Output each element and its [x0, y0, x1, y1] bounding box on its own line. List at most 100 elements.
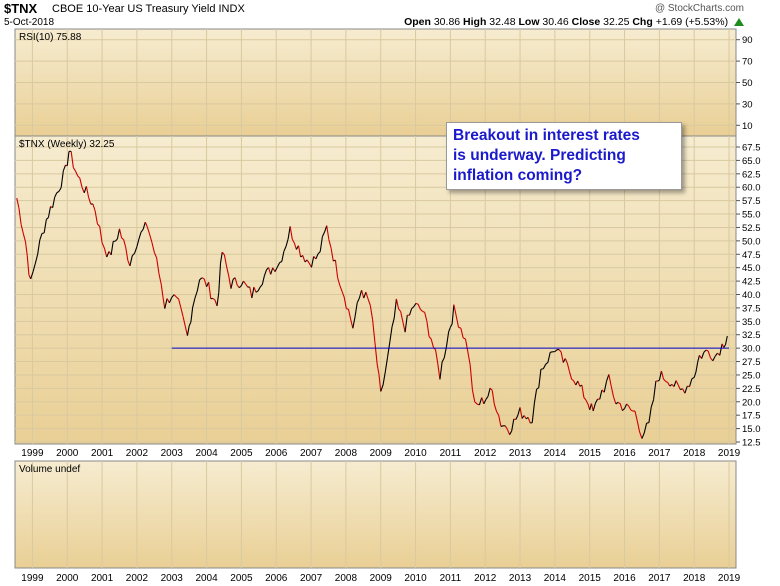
price-segment — [517, 407, 521, 416]
price-segment — [272, 267, 276, 272]
price-segment — [422, 310, 425, 313]
price-segment — [703, 349, 707, 353]
price-segment — [460, 327, 464, 339]
price-segment — [253, 286, 257, 293]
price-segment — [52, 197, 56, 208]
rsi-y-tick-label: 50 — [742, 78, 753, 89]
price-segment — [487, 387, 491, 397]
price-segment — [376, 364, 380, 375]
price-segment — [504, 425, 508, 430]
price-segment — [630, 409, 634, 412]
copyright-label: @ StockCharts.com — [654, 3, 744, 14]
price-segment — [511, 418, 515, 432]
x-tick-label: 2003 — [161, 573, 184, 584]
price-segment — [16, 197, 20, 209]
price-segment — [268, 267, 272, 275]
price-segment — [281, 251, 285, 262]
price-segment — [606, 374, 610, 382]
price-segment — [725, 335, 728, 345]
x-tick-label: 1999 — [21, 573, 44, 584]
price-segment — [194, 290, 198, 299]
x-tick-label: 2012 — [474, 573, 497, 584]
x-tick-label: 2009 — [370, 448, 393, 459]
volume-legend: Volume undef — [19, 464, 80, 475]
price-y-tick-label: 30.0 — [742, 344, 761, 355]
price-segment — [168, 297, 173, 304]
x-tick-label: 2018 — [683, 573, 706, 584]
x-tick-label: 2007 — [300, 573, 323, 584]
price-panel: 1999 2000 2001 2002 2003 2004 2005 2006 2007 2008… — [14, 135, 761, 459]
price-segment — [240, 280, 244, 286]
annotation-line-3: inflation coming? — [453, 167, 583, 184]
price-segment — [60, 170, 64, 188]
x-tick-label: 2005 — [230, 573, 253, 584]
x-tick-label: 2012 — [474, 448, 497, 459]
price-segment — [129, 255, 133, 266]
x-tick-label: 2008 — [335, 573, 358, 584]
price-segment — [485, 396, 489, 400]
price-segment — [263, 269, 267, 276]
price-segment — [411, 306, 415, 310]
price-segment — [509, 430, 513, 435]
price-segment — [106, 251, 110, 258]
x-tick-label: 2002 — [126, 448, 149, 459]
price-y-tick-label: 55.0 — [742, 210, 761, 221]
price-segment — [186, 325, 190, 336]
rsi-legend: RSI(10) 75.88 — [19, 32, 82, 43]
price-segment — [146, 226, 151, 235]
price-segment — [45, 217, 49, 220]
price-segment — [619, 403, 623, 411]
price-y-tick-label: 37.5 — [742, 303, 761, 314]
price-segment — [134, 246, 138, 254]
x-tick-label: 2008 — [335, 448, 358, 459]
price-segment — [123, 239, 127, 248]
price-segment — [691, 376, 695, 380]
x-tick-label: 2015 — [579, 573, 602, 584]
price-segment — [310, 256, 315, 268]
price-segment — [547, 352, 551, 363]
high-value: 32.48 — [489, 16, 516, 28]
price-segment — [599, 389, 603, 400]
price-segment — [453, 304, 457, 316]
price-segment — [136, 238, 140, 247]
price-segment — [663, 378, 667, 382]
price-segment — [424, 312, 428, 322]
price-segment — [346, 308, 349, 310]
price-y-tick-label: 25.0 — [742, 370, 761, 381]
price-y-tick-label: 60.0 — [742, 183, 761, 194]
price-segment — [306, 259, 310, 264]
price-segment — [184, 326, 188, 336]
price-y-tick-label: 40.0 — [742, 290, 761, 301]
price-segment — [347, 309, 352, 320]
price-segment — [474, 401, 478, 405]
price-segment — [445, 331, 450, 347]
price-segment — [37, 239, 41, 255]
price-y-tick-label: 67.5 — [742, 143, 761, 154]
price-segment — [723, 344, 727, 348]
price-segment — [201, 277, 205, 280]
price-segment — [693, 371, 697, 378]
price-segment — [219, 252, 223, 264]
price-segment — [471, 389, 476, 402]
price-segment — [500, 425, 504, 427]
chg-label: Chg — [632, 16, 653, 28]
price-segment — [515, 414, 519, 420]
price-segment — [297, 245, 302, 258]
price-segment — [506, 429, 511, 435]
x-tick-label: 2005 — [230, 448, 253, 459]
price-segment — [496, 411, 500, 416]
price-y-tick-label: 17.5 — [742, 411, 761, 422]
price-segment — [527, 417, 531, 424]
price-segment — [226, 266, 230, 277]
price-segment — [142, 221, 146, 230]
up-arrow-icon — [734, 18, 744, 26]
price-y-tick-label: 12.5 — [742, 438, 761, 449]
price-segment — [251, 286, 255, 299]
annotation-line-1: Breakout in interest rates — [453, 127, 640, 144]
rsi-panel: 90 70 50 30 10 RSI(10) 75.88 — [14, 28, 753, 137]
price-segment — [707, 350, 711, 359]
price-y-tick-label: 47.5 — [742, 250, 761, 261]
price-segment — [378, 374, 382, 392]
price-segment — [581, 384, 585, 398]
x-tick-label: 2019 — [718, 573, 741, 584]
